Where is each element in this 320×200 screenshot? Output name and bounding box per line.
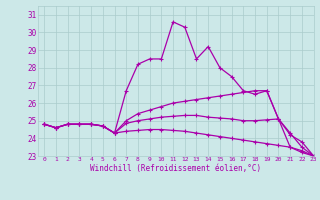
X-axis label: Windchill (Refroidissement éolien,°C): Windchill (Refroidissement éolien,°C) xyxy=(91,164,261,173)
